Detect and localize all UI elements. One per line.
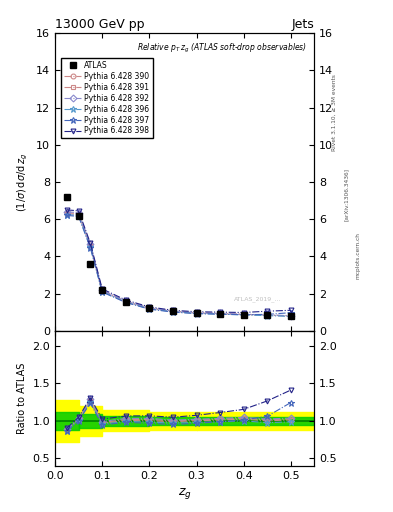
Y-axis label: $(1/\sigma)\,\mathrm{d}\sigma/\mathrm{d}\,z_g$: $(1/\sigma)\,\mathrm{d}\sigma/\mathrm{d}…	[16, 152, 31, 212]
Text: Jets: Jets	[292, 18, 314, 31]
Text: ATLAS_2019_...: ATLAS_2019_...	[234, 296, 282, 302]
Text: [arXiv:1306.3436]: [arXiv:1306.3436]	[344, 168, 349, 221]
Text: Relative $p_T\,z_g$ (ATLAS soft-drop observables): Relative $p_T\,z_g$ (ATLAS soft-drop obs…	[137, 42, 307, 55]
Legend: ATLAS, Pythia 6.428 390, Pythia 6.428 391, Pythia 6.428 392, Pythia 6.428 396, P: ATLAS, Pythia 6.428 390, Pythia 6.428 39…	[61, 58, 152, 138]
Text: mcplots.cern.ch: mcplots.cern.ch	[356, 232, 361, 280]
X-axis label: $z_g$: $z_g$	[178, 486, 192, 501]
Text: 13000 GeV pp: 13000 GeV pp	[55, 18, 145, 31]
Text: Rivet 3.1.10, ≥ 3M events: Rivet 3.1.10, ≥ 3M events	[332, 74, 337, 151]
Y-axis label: Ratio to ATLAS: Ratio to ATLAS	[17, 362, 27, 434]
